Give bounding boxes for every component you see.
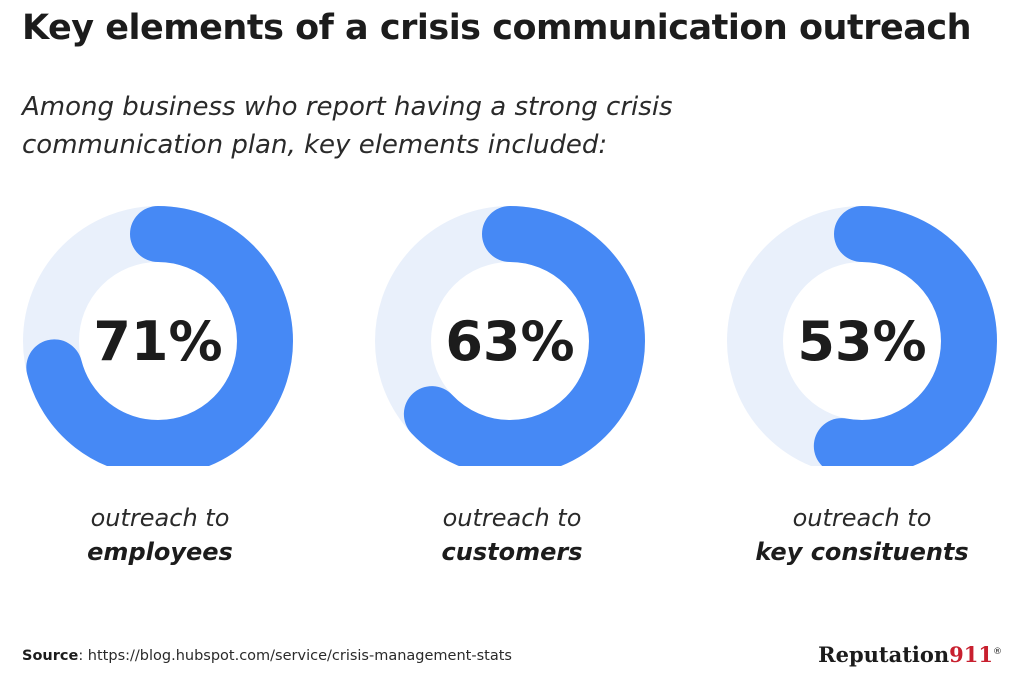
- chart-title: Key elements of a crisis communication o…: [22, 8, 971, 48]
- donut-charts: 71% 63% 53%: [23, 206, 997, 466]
- caption-line1: outreach to: [442, 504, 582, 532]
- donut-customers: 63%: [375, 206, 645, 466]
- source-label: Source: [22, 648, 79, 664]
- source-note: Source: https://blog.hubspot.com/service…: [22, 648, 512, 664]
- source-url: : https://blog.hubspot.com/service/crisi…: [78, 648, 512, 664]
- caption-line2: key consituents: [755, 538, 969, 566]
- caption-customers: outreach to customers: [362, 501, 662, 569]
- caption-line2: customers: [441, 538, 583, 566]
- chart-subtitle: Among business who report having a stron…: [22, 92, 673, 160]
- donut-percent-label: 71%: [93, 310, 222, 373]
- brand-name: Reputation: [818, 642, 950, 667]
- caption-key-constituents: outreach to key consituents: [712, 501, 1012, 569]
- brand-number: 911: [949, 642, 993, 667]
- caption-employees: outreach to employees: [10, 501, 310, 569]
- donut-value-arc: [727, 206, 997, 466]
- donut-key-constituents: 53%: [727, 206, 997, 466]
- donut-value-arc: [23, 206, 293, 466]
- donut-value-arc: [375, 206, 645, 466]
- brand-mark: ®: [993, 647, 1002, 657]
- brand-logo: Reputation911®: [818, 642, 1002, 667]
- donut-percent-label: 53%: [797, 310, 926, 373]
- caption-line1: outreach to: [90, 504, 230, 532]
- caption-line1: outreach to: [792, 504, 932, 532]
- donut-employees: 71%: [23, 206, 293, 466]
- donut-percent-label: 63%: [445, 310, 574, 373]
- caption-line2: employees: [87, 538, 233, 566]
